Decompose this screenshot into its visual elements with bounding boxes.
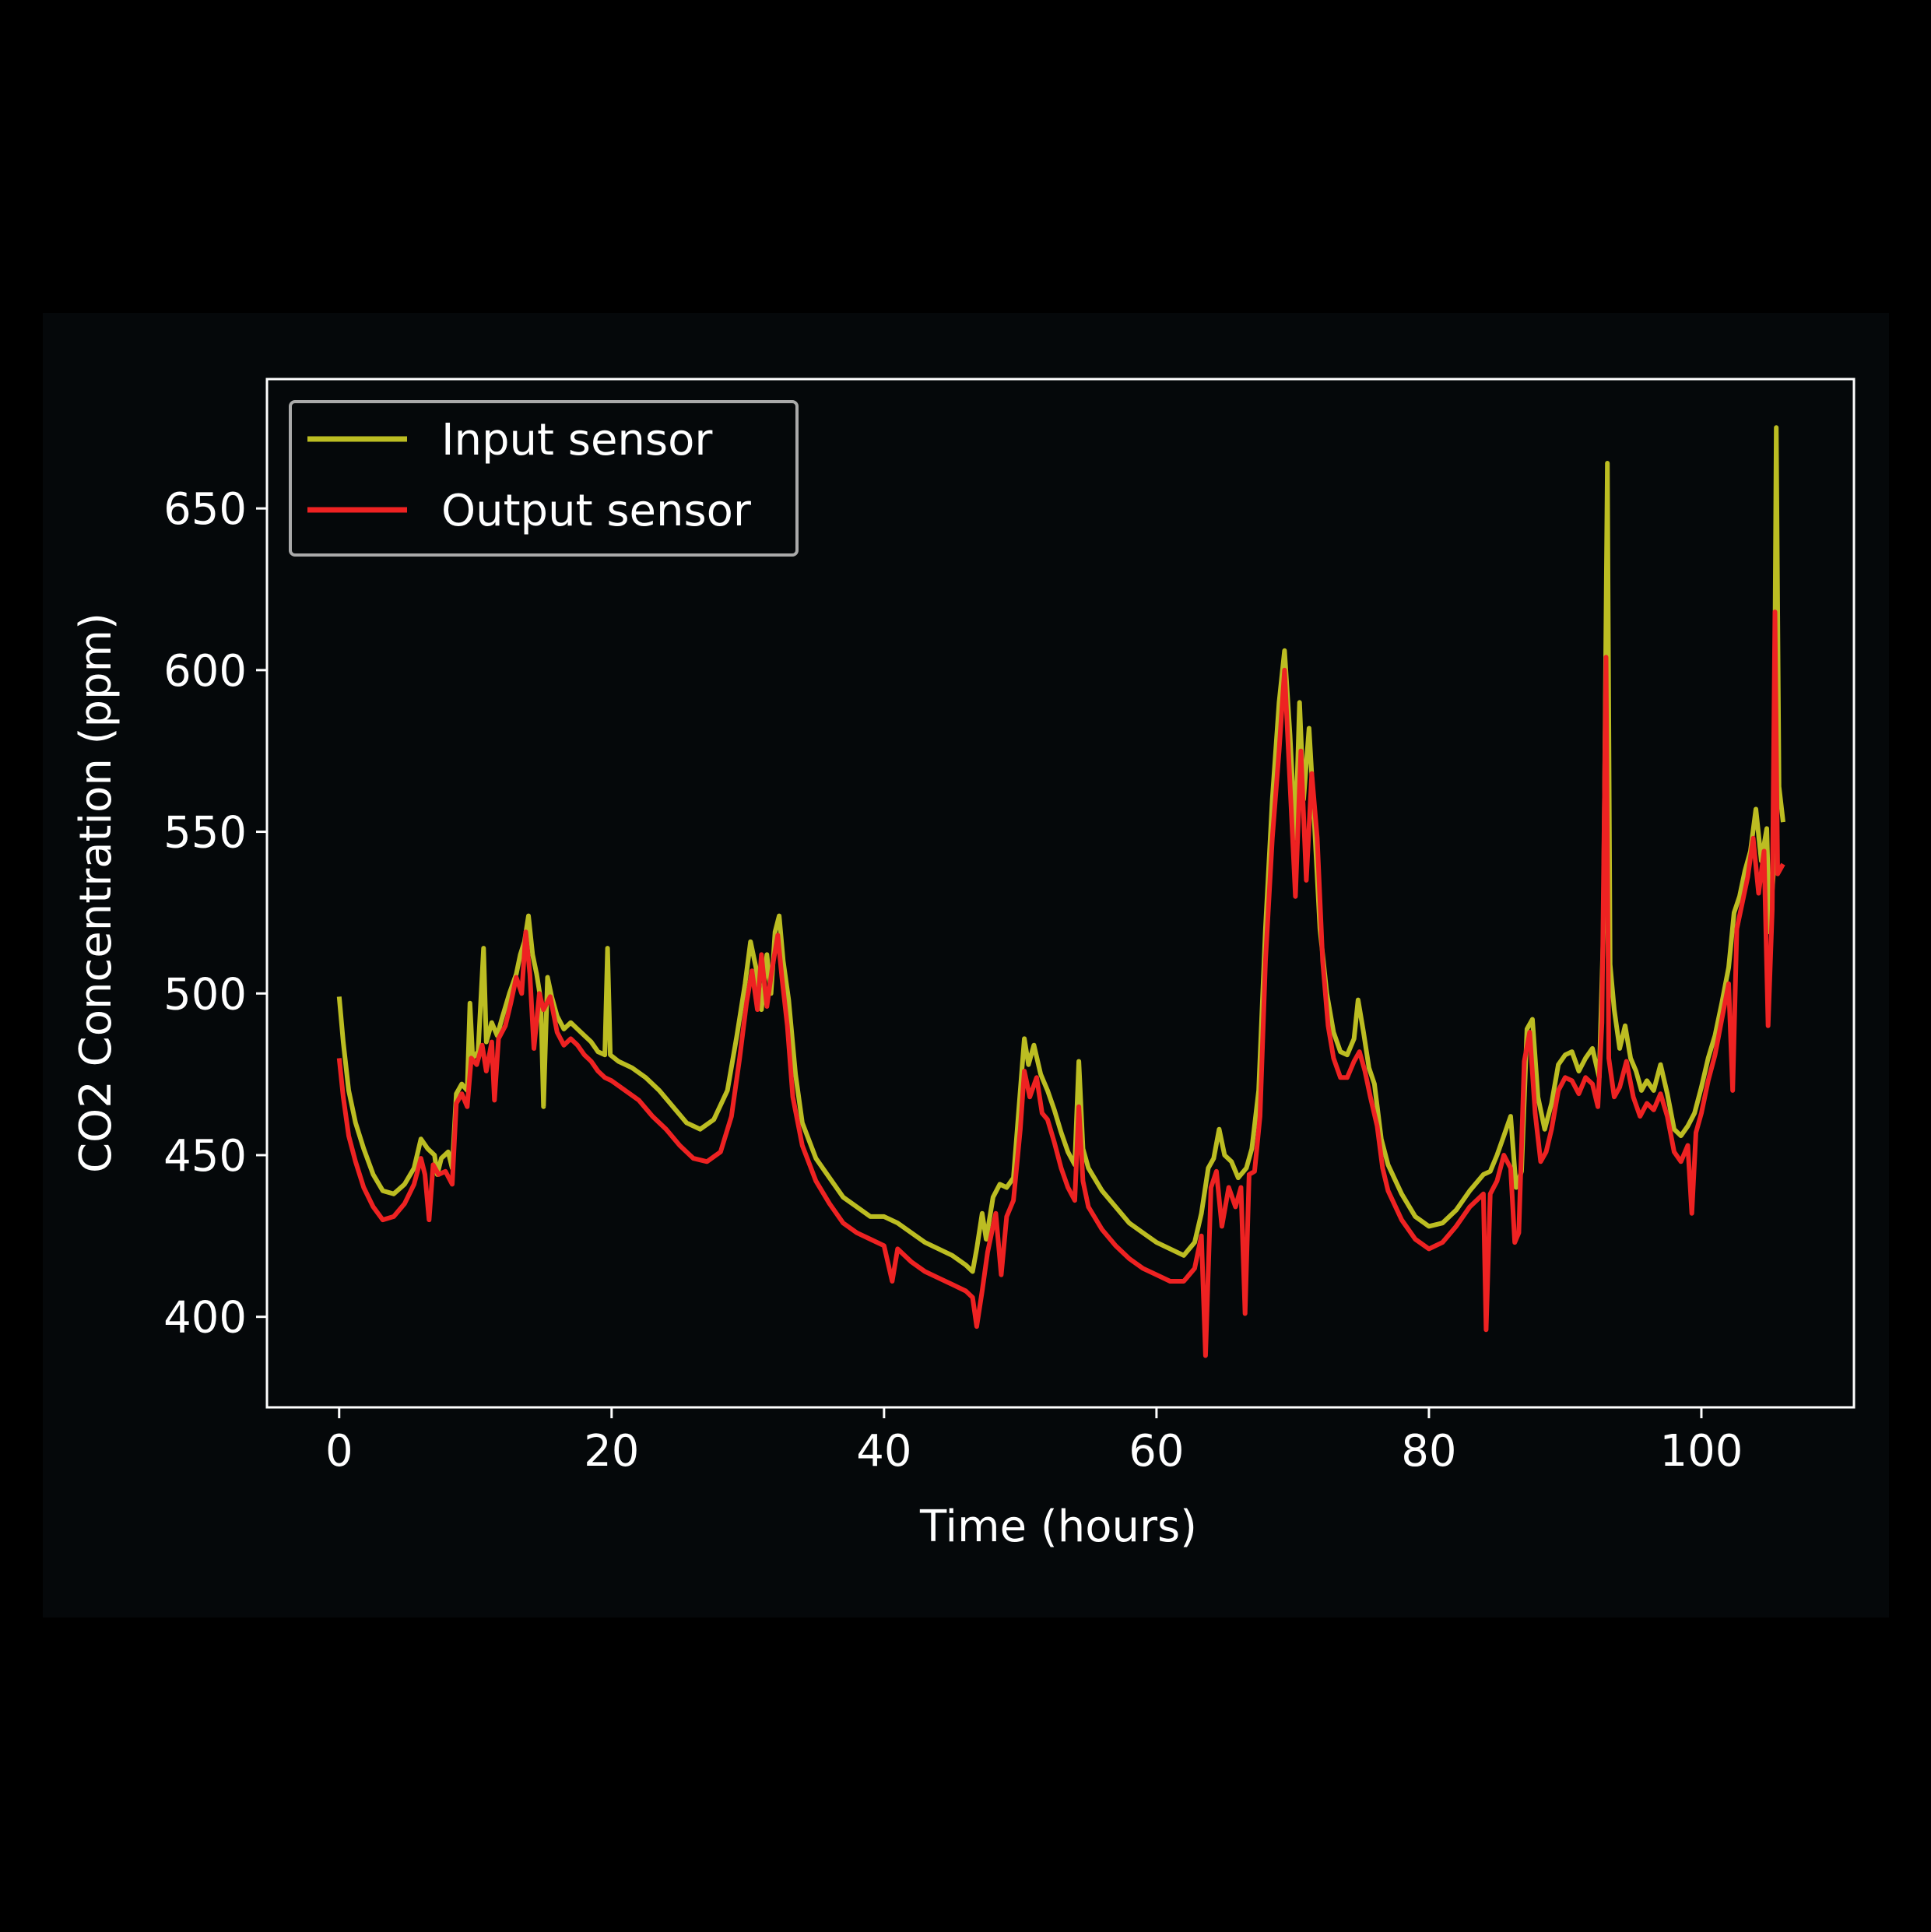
x-tick-label: 40 [856,1426,911,1477]
y-tick-label: 650 [163,484,247,535]
x-tick-label: 20 [584,1426,639,1477]
y-tick-label: 550 [163,808,247,859]
x-tick-label: 0 [325,1426,353,1477]
x-tick-label: 60 [1129,1426,1184,1477]
legend: Input sensor Output sensor [289,400,799,557]
legend-label-input-sensor: Input sensor [441,415,713,465]
axes-frame [265,378,1856,1409]
legend-box [289,400,799,557]
y-tick-label: 400 [163,1293,247,1344]
x-axis: 0 20 40 60 80 100 [325,1407,1743,1477]
x-tick-label: 100 [1660,1426,1743,1477]
series-layer [336,425,1785,1358]
series-line-output-sensor [336,609,1785,1358]
y-axis-label: CO2 Concentration (ppm) [71,613,121,1173]
x-axis-label: Time (hours) [919,1502,1197,1552]
legend-label-output-sensor: Output sensor [441,486,752,536]
x-tick-label: 80 [1401,1426,1456,1477]
y-tick-label: 450 [163,1131,247,1182]
y-axis: 400 450 500 550 600 650 [163,484,267,1344]
y-tick-label: 600 [163,646,247,697]
y-tick-label: 500 [163,969,247,1020]
